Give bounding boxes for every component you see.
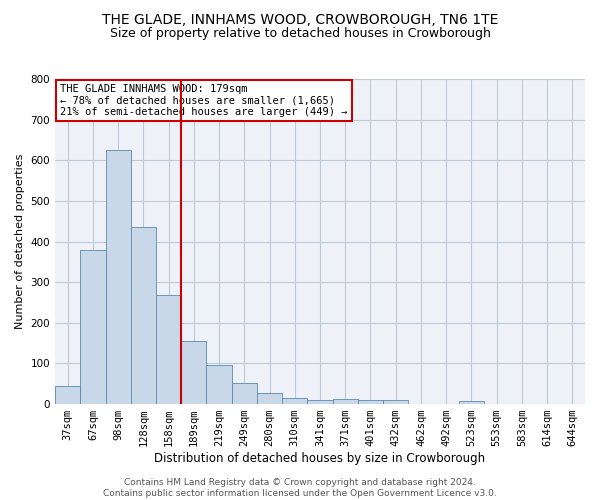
Bar bbox=[383, 400, 409, 404]
Bar bbox=[55, 386, 80, 404]
Text: Size of property relative to detached houses in Crowborough: Size of property relative to detached ho… bbox=[110, 28, 490, 40]
Text: THE GLADE INNHAMS WOOD: 179sqm
← 78% of detached houses are smaller (1,665)
21% : THE GLADE INNHAMS WOOD: 179sqm ← 78% of … bbox=[61, 84, 348, 117]
X-axis label: Distribution of detached houses by size in Crowborough: Distribution of detached houses by size … bbox=[154, 452, 485, 465]
Bar bbox=[156, 295, 181, 404]
Bar bbox=[282, 398, 307, 404]
Bar bbox=[131, 226, 156, 404]
Bar bbox=[80, 250, 106, 404]
Bar bbox=[459, 401, 484, 404]
Bar bbox=[232, 383, 257, 404]
Text: Contains HM Land Registry data © Crown copyright and database right 2024.
Contai: Contains HM Land Registry data © Crown c… bbox=[103, 478, 497, 498]
Bar bbox=[257, 392, 282, 404]
Text: THE GLADE, INNHAMS WOOD, CROWBOROUGH, TN6 1TE: THE GLADE, INNHAMS WOOD, CROWBOROUGH, TN… bbox=[102, 12, 498, 26]
Bar bbox=[206, 366, 232, 404]
Bar bbox=[307, 400, 332, 404]
Bar bbox=[358, 400, 383, 404]
Bar bbox=[332, 399, 358, 404]
Y-axis label: Number of detached properties: Number of detached properties bbox=[15, 154, 25, 329]
Bar bbox=[181, 341, 206, 404]
Bar bbox=[106, 150, 131, 404]
